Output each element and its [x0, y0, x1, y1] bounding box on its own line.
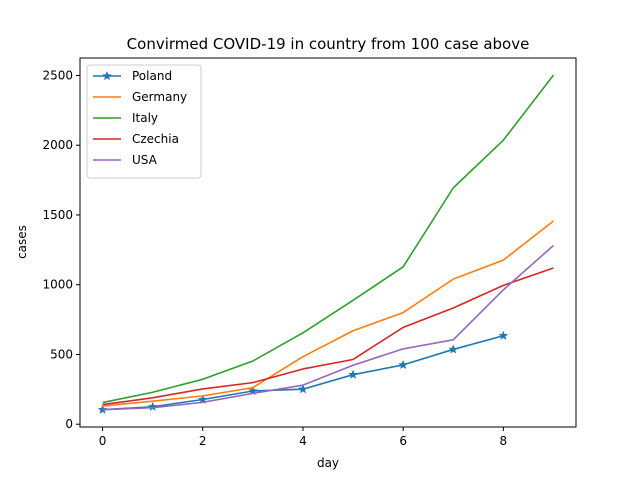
- y-tick-label: 0: [65, 417, 73, 431]
- y-axis-label: cases: [15, 225, 29, 259]
- legend-item-czechia: Czechia: [93, 132, 179, 146]
- axes: 0 2 4 6 8 0 500 1000 1500 2000 2500: [42, 68, 507, 448]
- data-point-poland: [498, 330, 509, 340]
- data-point-poland: [197, 394, 208, 404]
- data-point-poland: [147, 401, 158, 411]
- x-axis-label: day: [317, 456, 339, 470]
- y-tick-label: 1500: [42, 208, 73, 222]
- data-point-poland: [348, 369, 358, 379]
- legend-marker-poland: [102, 70, 112, 81]
- plot-frame: [79, 57, 577, 428]
- series-line-czechia: [102, 267, 554, 406]
- series-poland: [97, 330, 509, 414]
- legend-item-germany: Germany: [93, 90, 187, 104]
- series-czechia: [102, 267, 554, 406]
- data-point-poland: [448, 344, 459, 354]
- y-tick-label: 500: [50, 347, 73, 361]
- legend: Poland Germany Italy Czechia USA: [86, 64, 202, 179]
- legend-item-italy: Italy: [93, 111, 158, 125]
- legend-label-germany: Germany: [132, 90, 187, 104]
- series-usa: [102, 244, 554, 411]
- data-point-poland: [398, 359, 408, 369]
- series-line-germany: [102, 220, 554, 407]
- legend-item-usa: USA: [93, 153, 158, 167]
- x-tick-label: 4: [299, 434, 307, 448]
- x-tick-label: 0: [99, 434, 107, 448]
- series-line-italy: [102, 74, 555, 404]
- legend-label-czechia: Czechia: [132, 132, 179, 146]
- y-tick-label: 1000: [42, 278, 73, 292]
- y-tick-label: 2000: [42, 138, 73, 152]
- x-tick-label: 2: [199, 434, 207, 448]
- legend-label-usa: USA: [132, 153, 158, 167]
- x-tick-label: 6: [399, 434, 407, 448]
- data-point-poland: [298, 384, 308, 394]
- series-italy: [102, 74, 555, 404]
- y-tick-label: 2500: [42, 68, 73, 82]
- legend-item-poland: Poland: [93, 69, 172, 83]
- legend-label-poland: Poland: [132, 69, 172, 83]
- chart-title: Convirmed COVID-19 in country from 100 c…: [127, 35, 530, 53]
- series-lines: [97, 74, 555, 414]
- legend-label-italy: Italy: [132, 111, 158, 125]
- legend-box: [86, 64, 202, 179]
- x-tick-label: 8: [500, 434, 508, 448]
- series-line-usa: [102, 244, 554, 411]
- series-germany: [102, 220, 554, 407]
